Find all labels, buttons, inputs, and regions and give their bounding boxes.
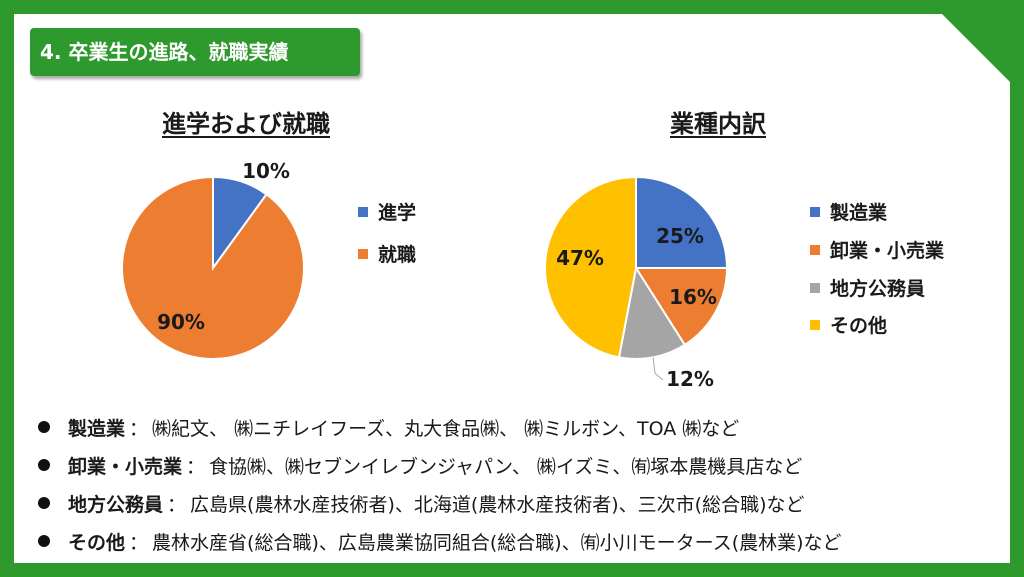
bullet-icon (38, 459, 50, 471)
pie-1-leader-line (652, 357, 664, 381)
detail-row-civil-servant: 地方公務員 ： 広島県(農林水産技術者)、北海道(農林水産技術者)、三次市(総合… (38, 484, 998, 522)
bullet-icon (38, 497, 50, 509)
detail-row-manufacturing: 製造業 ： ㈱紀文、 ㈱ニチレイフーズ、丸大食品㈱、 ㈱ミルボン、TOA ㈱など (38, 408, 998, 446)
detail-label: 地方公務員 (68, 493, 164, 516)
legend-label-1-1: 卸業・小売業 (830, 240, 945, 262)
detail-label: 卸業・小売業 (68, 455, 183, 478)
pie-1-slice-1 (634, 267, 729, 347)
pie-1-data-label-0: 25% (656, 224, 704, 248)
legend-item-1-2: 地方公務員 (810, 274, 925, 301)
pie-0-slice-1 (121, 175, 305, 360)
detail-separator: ： (167, 493, 187, 516)
bullet-icon (38, 535, 50, 547)
detail-row-other: その他 ： 農林水産省(総合職)、広島農業協同組合(総合職)、㈲小川モータース(… (38, 522, 998, 560)
legend-swatch-1-0 (810, 206, 820, 217)
detail-separator: ： (186, 455, 206, 478)
pie-1-data-label-1: 16% (669, 285, 717, 309)
pie-1-slice-2 (617, 265, 687, 360)
legend-label-0-1: 就職 (378, 244, 417, 266)
legend-swatch-1-3 (810, 319, 820, 330)
chart-title-progress: 進学および就職 (162, 110, 330, 138)
pie-1-data-label-3: 47% (556, 246, 604, 270)
legend-item-0-1: 就職 (358, 240, 416, 267)
legend-label-0-0: 進学 (378, 202, 417, 224)
frame-bottom (0, 563, 1024, 577)
chart-title-industry: 業種内訳 (670, 110, 766, 138)
detail-label: その他 (68, 531, 126, 554)
bullet-icon (38, 421, 50, 433)
detail-separator: ： (129, 531, 149, 554)
frame-right (1010, 0, 1024, 577)
legend-label-1-0: 製造業 (830, 202, 888, 224)
pie-1-slice-3 (544, 175, 637, 359)
detail-label: 製造業 (68, 417, 126, 440)
legend-label-1-2: 地方公務員 (830, 278, 926, 300)
detail-text: 食協㈱、㈱セブンイレブンジャパン、 ㈱イズミ、㈲塚本農機具店など (209, 455, 803, 478)
details-list: 製造業 ： ㈱紀文、 ㈱ニチレイフーズ、丸大食品㈱、 ㈱ミルボン、TOA ㈱など… (38, 408, 998, 560)
frame-left (0, 0, 14, 577)
corner-fold (928, 0, 1024, 96)
legend-swatch-0-0 (358, 206, 368, 217)
legend-item-1-3: その他 (810, 311, 887, 338)
detail-text: 広島県(農林水産技術者)、北海道(農林水産技術者)、三次市(総合職)など (190, 493, 805, 516)
section-heading: 4. 卒業生の進路、就職実績 (30, 28, 360, 76)
detail-row-wholesale: 卸業・小売業 ： 食協㈱、㈱セブンイレブンジャパン、 ㈱イズミ、㈲塚本農機具店な… (38, 446, 998, 484)
legend-swatch-1-2 (810, 282, 820, 293)
legend-item-1-0: 製造業 (810, 198, 887, 225)
legend-swatch-1-1 (810, 244, 820, 255)
detail-separator: ： (129, 417, 149, 440)
pie-1-slice-0 (635, 175, 729, 269)
legend-label-1-3: その他 (830, 315, 888, 337)
pie-0-data-label-0: 10% (242, 159, 290, 183)
detail-text: ㈱紀文、 ㈱ニチレイフーズ、丸大食品㈱、 ㈱ミルボン、TOA ㈱など (152, 417, 740, 440)
legend-item-1-1: 卸業・小売業 (810, 236, 944, 263)
pie-1-data-label-2: 12% (666, 367, 714, 391)
legend-swatch-0-1 (358, 248, 368, 259)
pie-0-data-label-1: 90% (157, 310, 205, 334)
detail-text: 農林水産省(総合職)、広島農業協同組合(総合職)、㈲小川モータース(農林業)など (152, 531, 842, 554)
legend-item-0-0: 進学 (358, 198, 416, 225)
frame-top (0, 0, 1024, 14)
